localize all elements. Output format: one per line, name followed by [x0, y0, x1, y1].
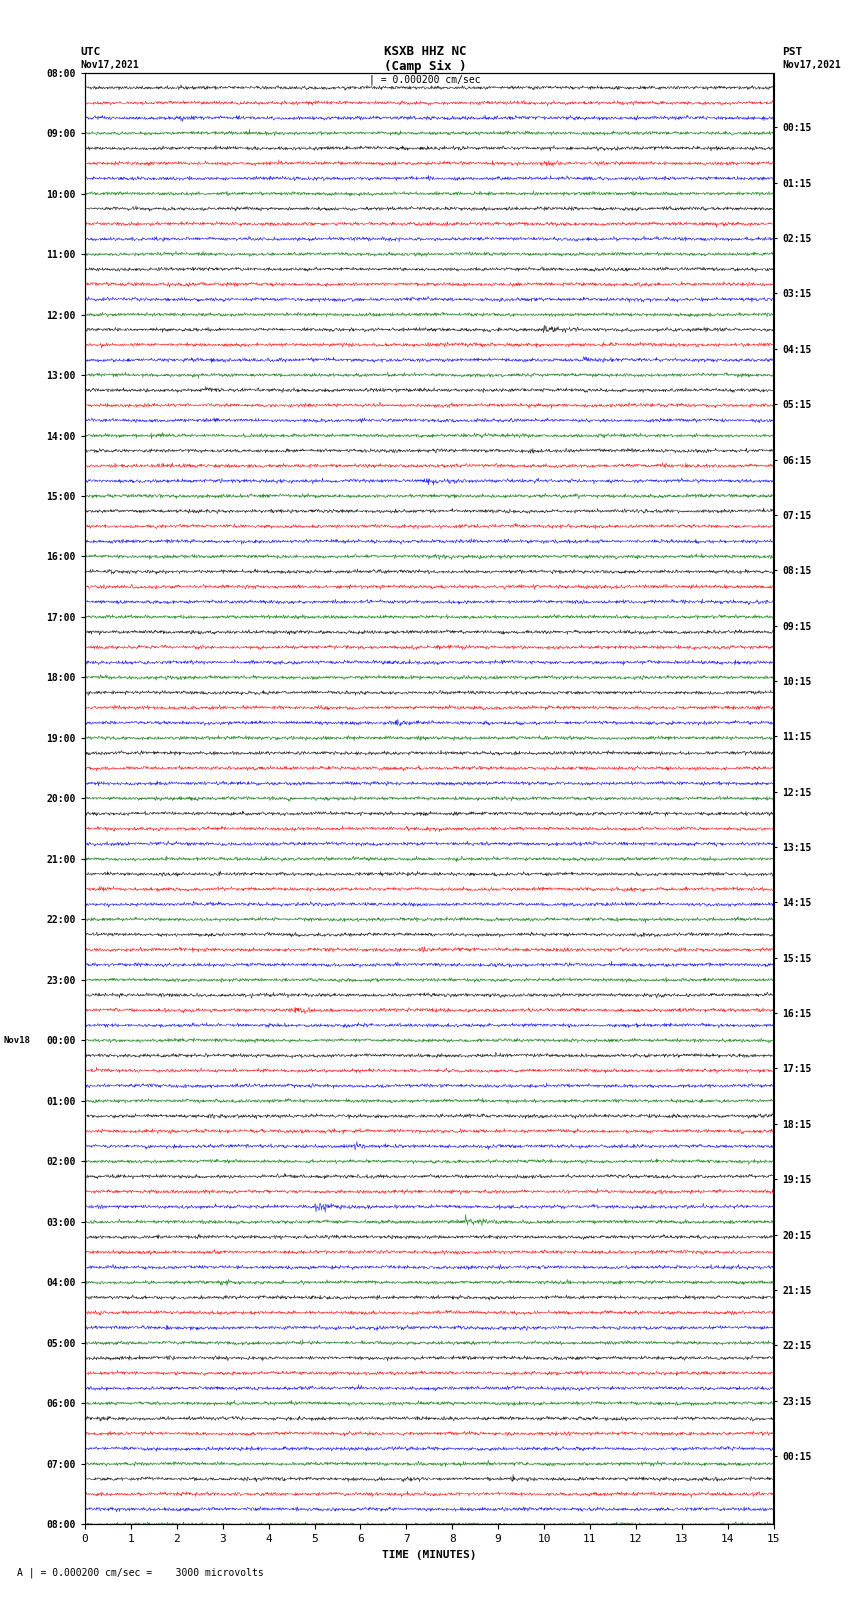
Text: Nov18: Nov18	[3, 1036, 30, 1045]
Text: Nov17,2021: Nov17,2021	[782, 60, 841, 69]
Text: PST: PST	[782, 47, 802, 56]
Text: UTC: UTC	[81, 47, 101, 56]
Text: | = 0.000200 cm/sec: | = 0.000200 cm/sec	[369, 74, 481, 85]
Text: (Camp Six ): (Camp Six )	[383, 60, 467, 73]
Text: KSXB HHZ NC: KSXB HHZ NC	[383, 45, 467, 58]
Text: A | = 0.000200 cm/sec =    3000 microvolts: A | = 0.000200 cm/sec = 3000 microvolts	[17, 1568, 264, 1578]
X-axis label: TIME (MINUTES): TIME (MINUTES)	[382, 1550, 477, 1560]
Text: Nov17,2021: Nov17,2021	[81, 60, 139, 69]
